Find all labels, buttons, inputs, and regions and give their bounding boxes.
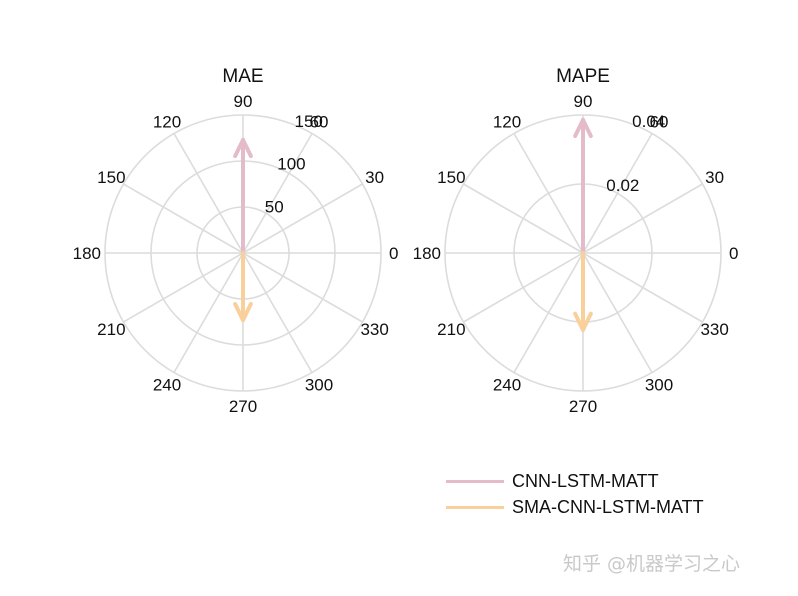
radial-tick-label: 100: [277, 155, 305, 174]
angle-tick-label: 150: [437, 168, 465, 187]
angle-tick-label: 150: [97, 168, 125, 187]
watermark: 知乎 @机器学习之心: [563, 553, 741, 575]
angle-tick-label: 60: [650, 112, 669, 131]
arrow-head: [573, 311, 593, 332]
radial-tick-label: 150: [295, 112, 323, 131]
grid-spoke: [173, 133, 244, 254]
grid-spoke: [582, 133, 653, 254]
grid-spoke: [242, 183, 363, 254]
mape-polar-chart: 0 30 60 90 120 150 180 210 240 270 300 330 0.02 0.04 M…: [413, 66, 739, 416]
chart-title: MAPE: [556, 66, 610, 87]
grid-spoke: [582, 252, 653, 373]
angle-tick-label: 210: [437, 320, 465, 339]
angle-tick-label: 330: [700, 320, 728, 339]
radial-tick-label: 50: [265, 197, 284, 216]
angle-tick-label: 300: [305, 376, 333, 395]
arrow-head: [233, 137, 253, 159]
grid-spoke: [123, 183, 244, 254]
radial-tick-label: 0.02: [606, 176, 639, 195]
grid-spoke: [242, 252, 313, 373]
angle-tick-label: 330: [360, 320, 388, 339]
angle-tick-label: 240: [153, 376, 181, 395]
angle-tick-label: 30: [365, 168, 384, 187]
angle-tick-label: 240: [493, 376, 521, 395]
angle-tick-label: 90: [234, 92, 253, 111]
grid-spoke: [582, 252, 703, 323]
angle-tick-label: 0: [729, 244, 738, 263]
grid-spoke: [242, 252, 363, 323]
grid-spoke: [242, 133, 313, 254]
grid-spoke: [463, 183, 584, 254]
legend-swatch: [446, 505, 504, 509]
legend-item-sma-cnn-lstm-matt: SMA-CNN-LSTM-MATT: [446, 494, 704, 520]
chart-title: MAE: [222, 66, 263, 87]
legend: CNN-LSTM-MATT SMA-CNN-LSTM-MATT: [446, 468, 704, 520]
angle-tick-label: 120: [493, 112, 521, 131]
angle-tick-label: 90: [574, 92, 593, 111]
angle-tick-label: 300: [645, 376, 673, 395]
legend-label: CNN-LSTM-MATT: [512, 470, 659, 491]
legend-item-cnn-lstm-matt: CNN-LSTM-MATT: [446, 468, 704, 494]
angle-tick-label: 180: [73, 244, 101, 263]
grid-spoke: [582, 183, 703, 254]
arrow-head: [233, 301, 253, 323]
mae-polar-chart: 0 30 60 90 120 150 180 210 240 270 300 330 50 100 150 M…: [73, 66, 399, 416]
angle-tick-label: 60: [310, 112, 329, 131]
grid-spoke: [513, 252, 584, 373]
grid-spoke: [123, 252, 244, 323]
radial-tick-label: 0.04: [632, 112, 665, 131]
angle-tick-label: 30: [705, 168, 724, 187]
arrow-head: [573, 117, 593, 139]
angle-tick-label: 270: [229, 397, 257, 416]
angle-tick-label: 0: [389, 244, 398, 263]
angle-tick-label: 270: [569, 397, 597, 416]
angle-tick-label: 210: [97, 320, 125, 339]
angle-tick-label: 180: [413, 244, 441, 263]
legend-label: SMA-CNN-LSTM-MATT: [512, 496, 704, 517]
grid-spoke: [513, 133, 584, 254]
grid-spoke: [173, 252, 244, 373]
legend-swatch: [446, 479, 504, 483]
grid-spoke: [463, 252, 584, 323]
angle-tick-label: 120: [153, 112, 181, 131]
